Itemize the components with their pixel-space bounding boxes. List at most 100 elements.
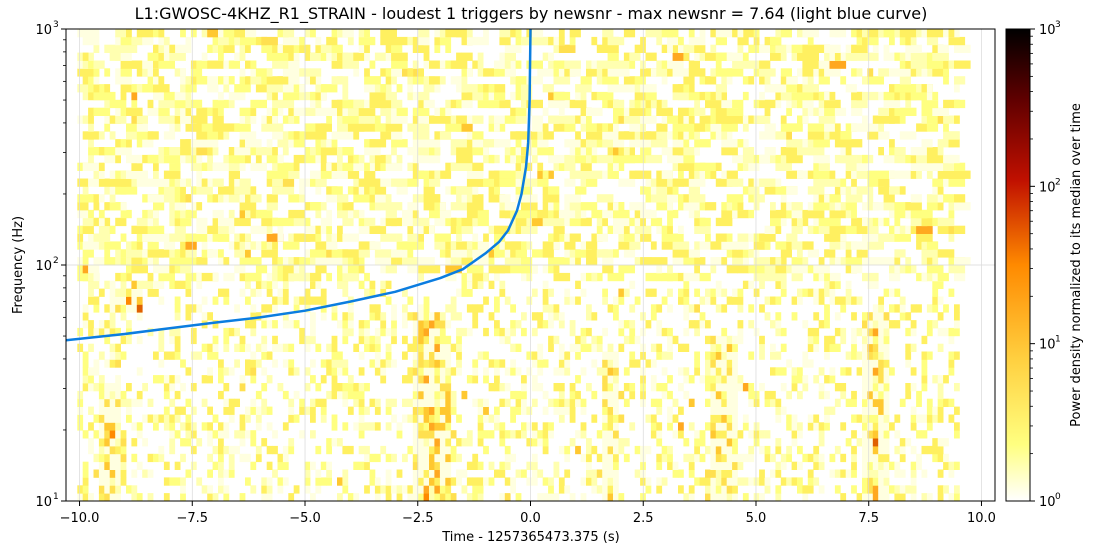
heatmap-cell — [878, 335, 884, 345]
heatmap-cell — [201, 296, 208, 305]
heatmap-cell — [364, 217, 376, 227]
heatmap-cell — [824, 320, 830, 329]
heatmap-cell — [82, 225, 94, 234]
heatmap-cell — [899, 469, 906, 478]
heatmap-cell — [93, 44, 100, 53]
heatmap-cell — [412, 422, 419, 431]
heatmap-cell — [905, 257, 912, 266]
heatmap-cell — [82, 469, 89, 478]
heatmap-cell — [688, 485, 695, 494]
heatmap-cell — [93, 202, 100, 211]
heatmap-cell — [423, 390, 430, 400]
heatmap-cell — [667, 36, 684, 46]
heatmap-cell — [640, 147, 652, 156]
heatmap-cell — [667, 351, 673, 360]
heatmap-cell — [434, 170, 441, 179]
heatmap-cell — [688, 304, 695, 313]
heatmap-cell — [126, 288, 132, 297]
heatmap-cell — [412, 335, 419, 345]
heatmap-cell — [174, 327, 181, 337]
heatmap-cell — [391, 485, 397, 494]
heatmap-cell — [661, 107, 673, 116]
colorbar-tick-exponent: 1 — [1055, 335, 1061, 345]
heatmap-cell — [272, 335, 278, 345]
heatmap-cell — [374, 453, 381, 463]
heatmap-cell — [899, 453, 906, 463]
heatmap-cell — [461, 186, 479, 195]
heatmap-cell — [407, 68, 414, 77]
heatmap-cell — [450, 398, 457, 407]
heatmap-cell — [851, 139, 863, 148]
heatmap-cell — [553, 194, 560, 203]
heatmap-cell — [775, 312, 782, 321]
heatmap-cell — [153, 217, 159, 227]
heatmap-cell — [385, 265, 397, 274]
heatmap-cell — [380, 29, 397, 38]
heatmap-cell — [126, 414, 132, 423]
heatmap-cell — [867, 178, 884, 187]
heatmap-cell — [542, 359, 549, 368]
heatmap-cell — [185, 139, 192, 148]
heatmap-cell — [705, 320, 711, 329]
heatmap-cell — [358, 335, 365, 345]
heatmap-cell — [77, 241, 84, 250]
heatmap-cell — [163, 390, 170, 400]
heatmap-cell — [537, 312, 544, 321]
heatmap-cell — [678, 36, 684, 46]
heatmap-cell — [380, 217, 387, 227]
heatmap-cell — [521, 383, 527, 392]
heatmap-cell — [494, 225, 511, 234]
heatmap-cell — [667, 209, 679, 219]
heatmap-cell — [623, 147, 630, 156]
heatmap-cell — [504, 68, 516, 77]
heatmap-cell — [472, 320, 479, 329]
heatmap-cell — [824, 335, 830, 345]
heatmap-cell — [954, 76, 966, 85]
heatmap-cell — [456, 469, 462, 478]
heatmap-cell — [510, 367, 516, 376]
heatmap-cell — [596, 367, 603, 376]
heatmap-cell — [337, 202, 343, 211]
heatmap-cell — [678, 343, 684, 352]
heatmap-cell — [320, 461, 327, 470]
heatmap-cell — [261, 351, 268, 360]
heatmap-cell — [759, 304, 765, 313]
x-tick-label: −5.0 — [289, 511, 321, 526]
heatmap-cell — [374, 406, 381, 415]
heatmap-cell — [764, 398, 771, 407]
heatmap-cell — [558, 477, 565, 486]
heatmap-cell — [553, 115, 571, 124]
heatmap-cell — [429, 493, 435, 501]
heatmap-cell — [569, 99, 581, 109]
heatmap-cell — [932, 280, 939, 289]
heatmap-cell — [255, 422, 262, 431]
heatmap-cell — [737, 461, 744, 470]
heatmap-cell — [466, 202, 484, 211]
heatmap-cell — [948, 493, 955, 501]
heatmap-cell — [721, 390, 728, 400]
heatmap-cell — [661, 477, 668, 486]
heatmap-cell — [580, 76, 592, 85]
heatmap-cell — [937, 406, 944, 415]
heatmap-cell — [661, 99, 668, 109]
heatmap-cell — [407, 265, 419, 274]
heatmap-cell — [472, 36, 489, 46]
heatmap-cell — [894, 257, 901, 266]
heatmap-cell — [185, 233, 197, 242]
heatmap-cell — [753, 60, 760, 69]
heatmap-cell — [358, 327, 365, 337]
heatmap-cell — [742, 383, 749, 392]
heatmap-cell — [412, 367, 419, 376]
heatmap-cell — [905, 312, 912, 321]
heatmap-cell — [656, 438, 663, 447]
heatmap-cell — [872, 430, 879, 439]
heatmap-cell — [407, 225, 414, 234]
heatmap-cell — [304, 485, 311, 494]
heatmap-cell — [445, 422, 452, 431]
heatmap-cell — [650, 430, 657, 439]
heatmap-cell — [807, 52, 819, 61]
heatmap-cell — [423, 375, 430, 384]
heatmap-cell — [266, 68, 273, 77]
heatmap-cell — [353, 422, 360, 431]
heatmap-cell — [147, 453, 154, 463]
